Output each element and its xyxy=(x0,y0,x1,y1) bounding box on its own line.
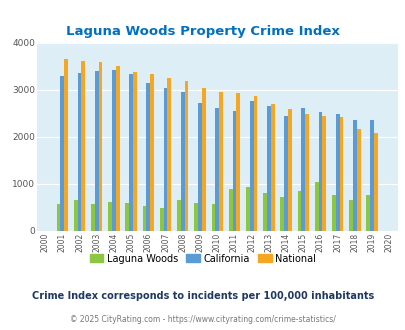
Bar xyxy=(356,129,360,231)
Bar xyxy=(249,101,253,231)
Bar xyxy=(150,74,153,231)
Bar xyxy=(219,92,222,231)
Bar xyxy=(115,66,119,231)
Bar xyxy=(64,59,68,231)
Bar xyxy=(57,204,60,231)
Bar xyxy=(60,76,64,231)
Bar xyxy=(201,87,205,231)
Bar xyxy=(228,189,232,231)
Bar xyxy=(373,133,377,231)
Bar xyxy=(184,81,188,231)
Bar xyxy=(81,61,85,231)
Bar xyxy=(160,208,163,231)
Bar xyxy=(266,106,270,231)
Text: Laguna Woods Property Crime Index: Laguna Woods Property Crime Index xyxy=(66,25,339,38)
Bar xyxy=(74,200,77,231)
Bar xyxy=(125,203,129,231)
Bar xyxy=(215,108,219,231)
Bar xyxy=(339,117,343,231)
Bar xyxy=(280,197,283,231)
Text: © 2025 CityRating.com - https://www.cityrating.com/crime-statistics/: © 2025 CityRating.com - https://www.city… xyxy=(70,315,335,324)
Bar xyxy=(297,191,301,231)
Bar xyxy=(365,195,369,231)
Bar xyxy=(287,109,291,231)
Bar xyxy=(98,62,102,231)
Bar xyxy=(270,104,274,231)
Bar xyxy=(369,120,373,231)
Bar xyxy=(129,74,133,231)
Bar xyxy=(236,93,239,231)
Bar xyxy=(177,200,181,231)
Bar xyxy=(167,78,171,231)
Bar xyxy=(301,108,305,231)
Bar xyxy=(142,206,146,231)
Bar xyxy=(314,182,318,231)
Bar xyxy=(284,116,287,231)
Bar xyxy=(198,103,201,231)
Bar xyxy=(331,195,335,231)
Bar xyxy=(245,187,249,231)
Bar xyxy=(305,114,308,231)
Bar xyxy=(211,204,215,231)
Bar xyxy=(253,96,257,231)
Bar xyxy=(348,200,352,231)
Bar xyxy=(163,88,167,231)
Bar xyxy=(146,83,150,231)
Bar xyxy=(352,120,356,231)
Bar xyxy=(262,193,266,231)
Text: Crime Index corresponds to incidents per 100,000 inhabitants: Crime Index corresponds to incidents per… xyxy=(32,291,373,301)
Bar xyxy=(91,204,95,231)
Bar xyxy=(318,112,322,231)
Bar xyxy=(322,116,325,231)
Legend: Laguna Woods, California, National: Laguna Woods, California, National xyxy=(85,249,320,267)
Bar xyxy=(232,111,236,231)
Bar xyxy=(194,203,198,231)
Bar xyxy=(335,114,339,231)
Bar xyxy=(77,74,81,231)
Bar xyxy=(95,71,98,231)
Bar xyxy=(181,92,184,231)
Bar xyxy=(112,70,115,231)
Bar xyxy=(133,72,136,231)
Bar xyxy=(108,202,112,231)
